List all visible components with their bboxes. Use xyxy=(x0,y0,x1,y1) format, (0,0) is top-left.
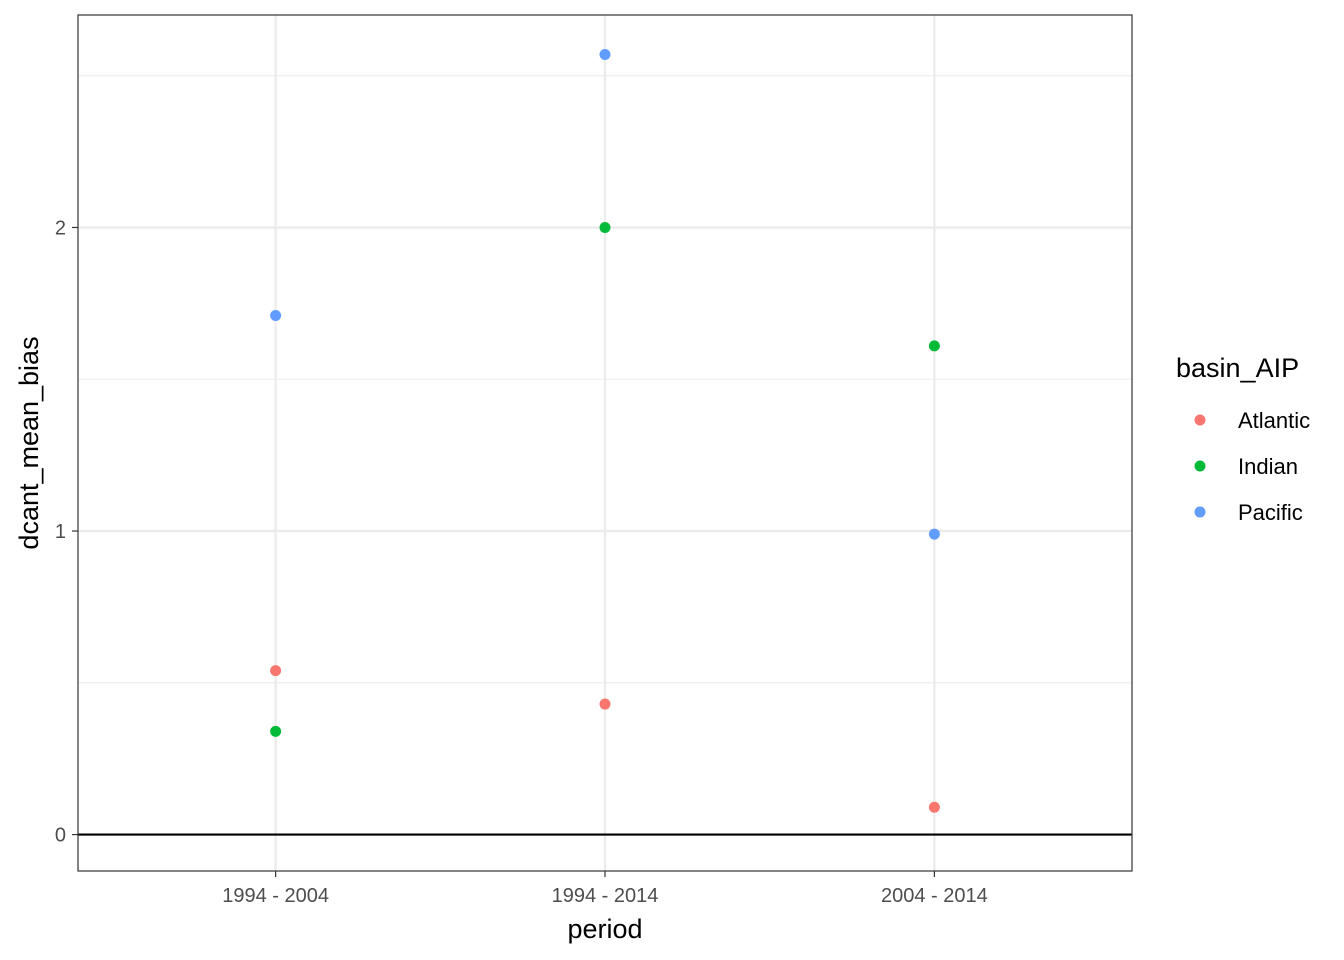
data-point-indian xyxy=(270,725,282,737)
x-tick-label: 2004 - 2014 xyxy=(881,885,988,907)
data-point-pacific xyxy=(270,310,282,322)
legend-label-atlantic: Atlantic xyxy=(1238,408,1310,433)
data-point-atlantic xyxy=(270,665,282,677)
legend-key-indian xyxy=(1194,460,1206,472)
y-tick-label: 0 xyxy=(55,825,66,847)
data-point-atlantic xyxy=(928,801,940,813)
y-axis-title: dcant_mean_bias xyxy=(14,336,44,549)
x-tick-label: 1994 - 2004 xyxy=(222,885,329,907)
data-point-pacific xyxy=(599,48,611,60)
data-point-indian xyxy=(928,340,940,352)
legend-title: basin_AIP xyxy=(1176,353,1299,383)
y-tick-label: 1 xyxy=(55,521,66,543)
y-tick-label: 2 xyxy=(55,217,66,239)
data-points xyxy=(270,48,940,813)
data-point-pacific xyxy=(928,528,940,540)
legend-label-pacific: Pacific xyxy=(1238,500,1303,525)
legend-label-indian: Indian xyxy=(1238,454,1298,479)
legend-key-atlantic xyxy=(1194,414,1206,426)
x-axis-title: period xyxy=(567,914,642,944)
legend-key-pacific xyxy=(1194,506,1206,518)
legend: basin_AIP Atlantic Indian Pacific xyxy=(1176,353,1310,525)
data-point-indian xyxy=(599,221,611,233)
x-tick-label: 1994 - 2014 xyxy=(552,885,659,907)
y-axis: 0 1 2 xyxy=(55,217,78,847)
data-point-atlantic xyxy=(599,698,611,710)
legend-items: Atlantic Indian Pacific xyxy=(1194,408,1310,525)
x-axis: 1994 - 2004 1994 - 2014 2004 - 2014 xyxy=(222,871,988,907)
